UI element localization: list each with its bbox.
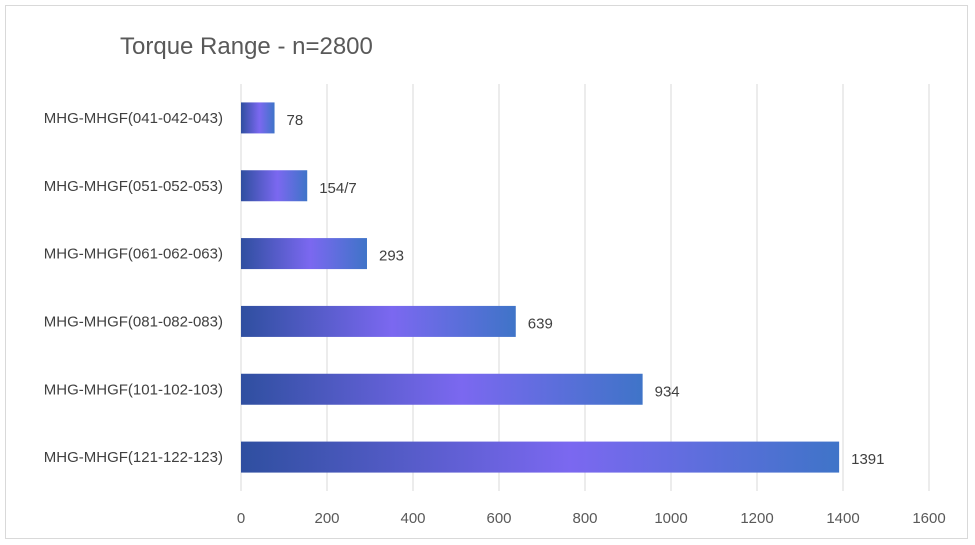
bar	[241, 441, 840, 473]
data-label: 639	[528, 315, 553, 332]
bar	[241, 238, 367, 270]
x-tick-label: 1000	[654, 510, 687, 527]
bar	[241, 170, 308, 202]
category-label: MHG-MHGF(121-122-123)	[44, 449, 223, 466]
x-tick-label: 1600	[912, 510, 945, 527]
data-labels: 78 154/7 293 639 934 1391	[287, 112, 885, 468]
data-label: 1391	[851, 451, 884, 468]
torque-bar-chart: Torque Range - n=2800 MHG-MHGF(041-042-0…	[44, 33, 946, 527]
category-label: MHG-MHGF(061-062-063)	[44, 246, 223, 263]
x-tick-label: 200	[314, 510, 339, 527]
x-tick-label: 600	[486, 510, 511, 527]
category-label: MHG-MHGF(041-042-043)	[44, 110, 223, 127]
bar	[241, 373, 643, 405]
x-tick-labels: 0 200 400 600 800 1000 1200 1400 1600	[237, 510, 946, 527]
bars	[241, 102, 840, 473]
category-labels: MHG-MHGF(041-042-043) MHG-MHGF(051-052-05…	[44, 110, 223, 466]
data-label: 293	[379, 248, 404, 265]
x-tick-label: 800	[572, 510, 597, 527]
data-label: 78	[287, 112, 304, 129]
x-tick-label: 400	[400, 510, 425, 527]
data-label: 934	[655, 383, 680, 400]
gridlines	[240, 84, 930, 491]
bar	[241, 102, 275, 134]
chart-title: Torque Range - n=2800	[120, 33, 373, 60]
bar	[241, 305, 516, 337]
x-tick-label: 1200	[740, 510, 773, 527]
category-label: MHG-MHGF(101-102-103)	[44, 381, 223, 398]
category-label: MHG-MHGF(081-082-083)	[44, 313, 223, 330]
data-label: 154/7	[319, 180, 357, 197]
chart-frame: Torque Range - n=2800 MHG-MHGF(041-042-0…	[5, 5, 968, 539]
x-tick-label: 0	[237, 510, 245, 527]
category-label: MHG-MHGF(051-052-053)	[44, 178, 223, 195]
x-tick-label: 1400	[826, 510, 859, 527]
